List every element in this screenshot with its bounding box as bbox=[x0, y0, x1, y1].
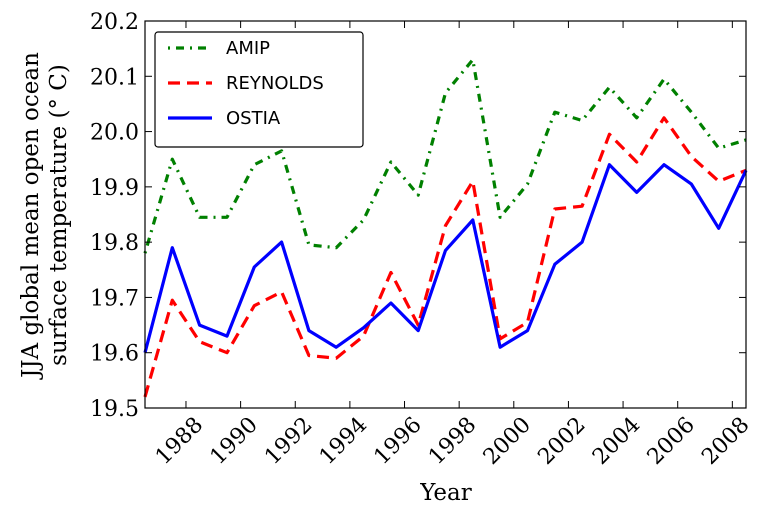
x-axis-title: Year bbox=[419, 480, 472, 506]
series-layer bbox=[143, 58, 748, 398]
y-axis-title-line-1: JJA global mean open ocean bbox=[18, 52, 44, 380]
y-tick-label: 20.1 bbox=[90, 65, 139, 90]
x-tick-label: 1998 bbox=[424, 413, 481, 470]
y-tick-label: 19.9 bbox=[90, 176, 139, 201]
x-tick-label: 2004 bbox=[588, 413, 645, 470]
y-axis-title: JJA global mean open ocean surface tempe… bbox=[18, 52, 72, 380]
series-line-ostia bbox=[143, 163, 748, 354]
y-tick-label: 19.8 bbox=[90, 231, 139, 256]
legend-label-ostia: OSTIA bbox=[226, 108, 281, 129]
x-tick-label: 2002 bbox=[533, 413, 590, 470]
x-tick-label: 2006 bbox=[643, 413, 700, 470]
x-tick-label: 1994 bbox=[315, 413, 372, 470]
plot-frame bbox=[144, 20, 747, 409]
legend-label-reynolds: REYNOLDS bbox=[226, 73, 324, 94]
x-tick-label: 2008 bbox=[697, 413, 754, 470]
y-tick-label: 19.5 bbox=[90, 397, 139, 422]
y-tick-label: 19.6 bbox=[90, 342, 139, 367]
legend-label-amip: AMIP bbox=[226, 38, 270, 59]
y-tick-label: 20.0 bbox=[90, 121, 139, 146]
series-line-amip bbox=[143, 58, 747, 254]
series-line-reynolds bbox=[143, 116, 747, 398]
y-tick-label: 20.2 bbox=[90, 10, 139, 35]
x-tick-label: 1996 bbox=[369, 413, 426, 470]
x-tick-label: 1992 bbox=[260, 413, 317, 470]
x-tick-label: 2000 bbox=[479, 413, 536, 470]
y-axis-title-line-2: surface temperature (° C) bbox=[46, 64, 72, 366]
legend: AMIP REYNOLDS OSTIA bbox=[154, 31, 364, 148]
x-tick-label: 1990 bbox=[206, 413, 263, 470]
y-tick-label: 19.7 bbox=[90, 286, 139, 311]
x-tick-label: 1988 bbox=[151, 413, 208, 470]
